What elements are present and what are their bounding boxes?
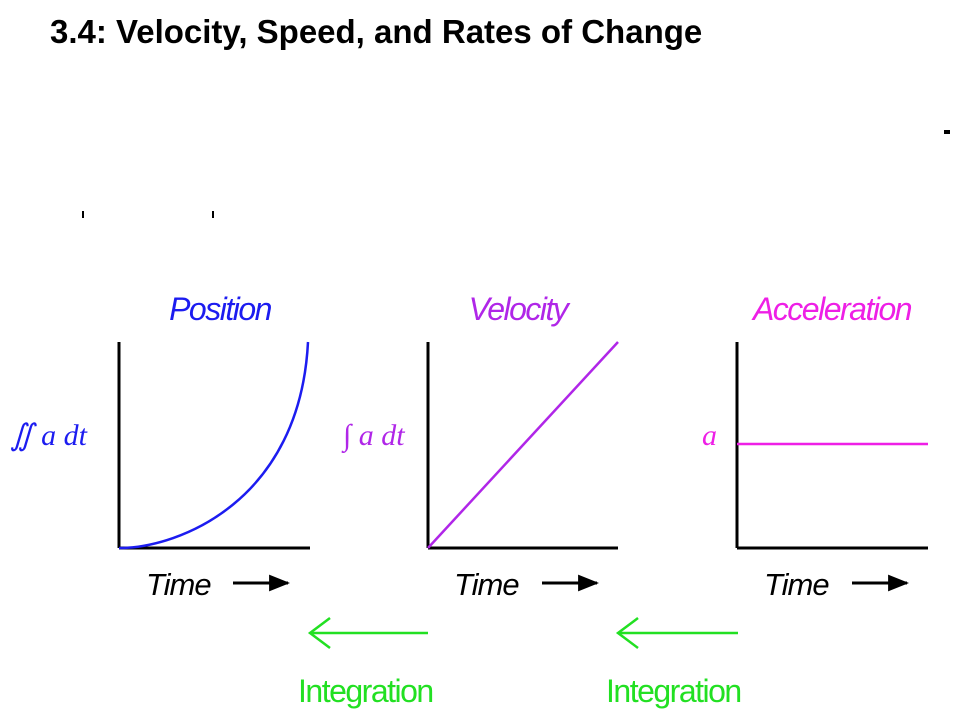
integration-label: Integration	[298, 673, 433, 709]
acceleration-x-label: Time	[764, 567, 829, 602]
position-curve	[118, 341, 310, 550]
velocity-x-label: Time	[454, 567, 519, 602]
velocity-panel: Velocity ∫ a dt Time	[341, 291, 619, 602]
stray-mark	[82, 211, 84, 218]
position-title: Position	[169, 291, 272, 327]
position-y-label: ∬ a dt	[10, 419, 88, 452]
velocity-line	[427, 341, 619, 549]
integration-arrow-right: Integration	[606, 617, 742, 709]
integration-label: Integration	[606, 673, 741, 709]
velocity-y-label: ∫ a dt	[341, 419, 405, 454]
acceleration-y-label: a	[702, 419, 717, 452]
stray-mark	[944, 130, 950, 134]
position-panel: Position ∬ a dt Time	[10, 291, 310, 602]
slide-title: 3.4: Velocity, Speed, and Rates of Chang…	[50, 13, 703, 50]
velocity-title: Velocity	[469, 291, 571, 327]
position-x-label: Time	[146, 567, 211, 602]
integration-arrow-left: Integration	[298, 617, 434, 709]
acceleration-title: Acceleration	[751, 291, 912, 327]
stray-mark	[212, 211, 214, 218]
acceleration-panel: Acceleration a Time	[702, 291, 928, 602]
